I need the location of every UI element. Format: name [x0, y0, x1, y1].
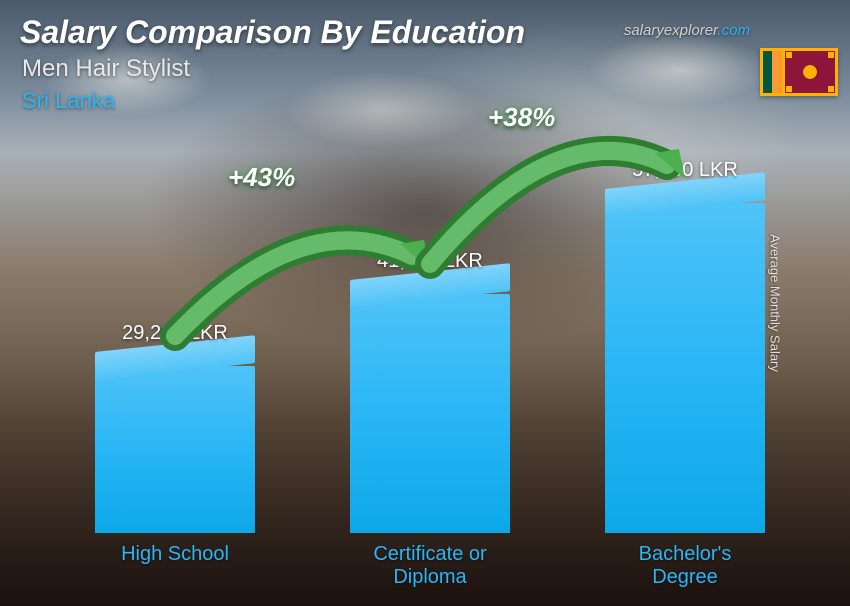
bar: 41,800 LKR [350, 294, 510, 533]
bar-value: 29,200 LKR [122, 322, 228, 345]
flag-stripe-2 [772, 51, 781, 93]
bar-label: High School [75, 543, 275, 566]
bar-label: Bachelor's Degree [585, 543, 785, 589]
watermark-main: salaryexplorer [624, 22, 718, 39]
flag-panel [785, 51, 835, 93]
flag-corner [786, 86, 792, 92]
bar-group: 41,800 LKRCertificate or Diploma [350, 294, 510, 533]
watermark-suffix: .com [717, 22, 750, 39]
percent-increase-badge: +43% [228, 162, 295, 193]
bar-group: 57,700 LKRBachelor's Degree [605, 203, 765, 533]
flag-lion-icon [789, 55, 831, 89]
bar-label: Certificate or Diploma [330, 543, 530, 589]
bar-value: 57,700 LKR [632, 159, 738, 182]
chart-title: Salary Comparison By Education [20, 14, 525, 51]
chart-country: Sri Lanka [22, 88, 115, 114]
chart-subtitle: Men Hair Stylist [22, 55, 190, 83]
percent-increase-badge: +38% [488, 102, 555, 133]
flag-icon [760, 48, 838, 96]
flag-corner [828, 86, 834, 92]
bar-value: 41,800 LKR [377, 250, 483, 273]
flag-corner [786, 52, 792, 58]
bar-group: 29,200 LKRHigh School [95, 366, 255, 533]
watermark: salaryexplorer.com [624, 22, 750, 39]
bar: 57,700 LKR [605, 203, 765, 533]
bar-chart: 29,200 LKRHigh School41,800 LKRCertifica… [40, 140, 790, 588]
flag-corner [828, 52, 834, 58]
bar: 29,200 LKR [95, 366, 255, 533]
flag-stripe-1 [763, 51, 772, 93]
